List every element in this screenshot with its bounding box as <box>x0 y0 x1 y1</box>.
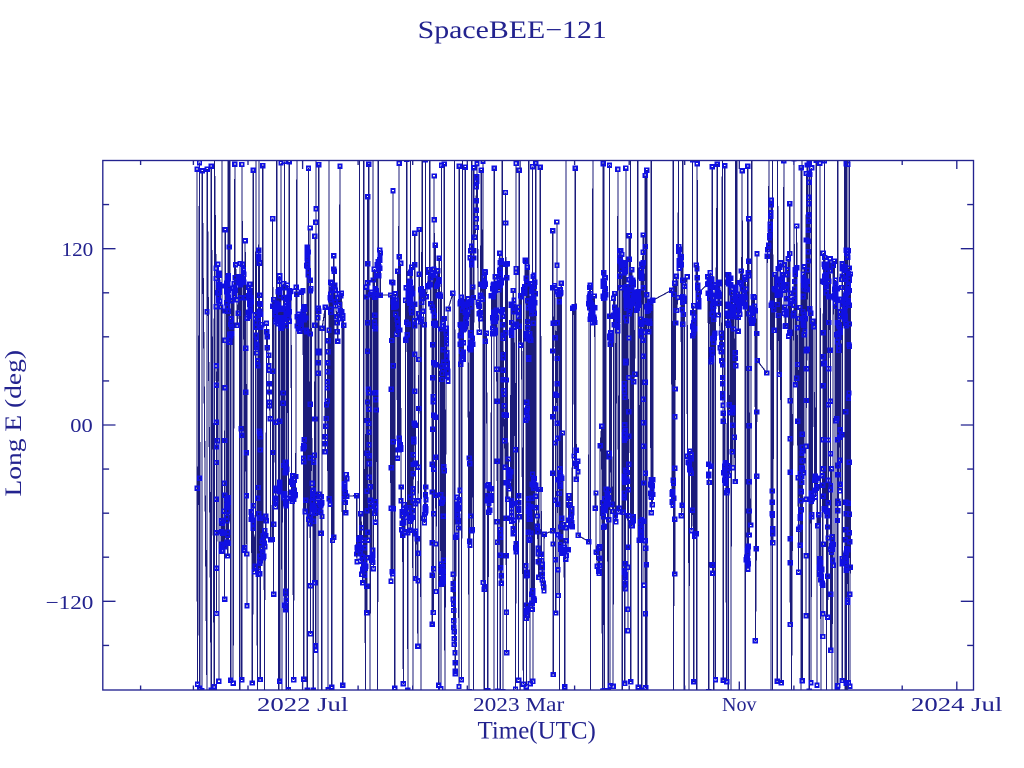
svg-text:2023 Mar: 2023 Mar <box>473 694 565 716</box>
svg-text:120: 120 <box>62 239 94 261</box>
svg-text:SpaceBEE−121: SpaceBEE−121 <box>418 17 607 44</box>
svg-text:2022 Jul: 2022 Jul <box>257 694 349 716</box>
svg-text:Time(UTC): Time(UTC) <box>478 718 596 745</box>
svg-text:Long E (deg): Long E (deg) <box>1 350 26 497</box>
svg-text:00: 00 <box>70 415 92 437</box>
svg-text:−120: −120 <box>46 592 94 614</box>
svg-text:Nov: Nov <box>722 694 757 716</box>
svg-text:2024 Jul: 2024 Jul <box>911 694 1003 716</box>
